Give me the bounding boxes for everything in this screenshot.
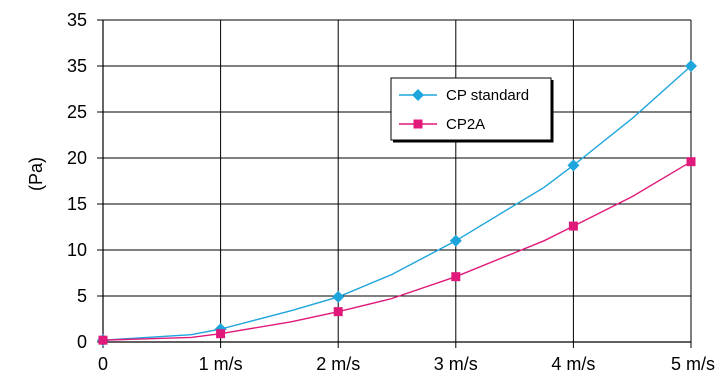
series-line xyxy=(102,65,692,341)
y-tick-label: 0 xyxy=(77,332,87,352)
x-tick-labels: 0 1 m/s 2 m/s 3 m/s 4 m/s 5 m/s xyxy=(98,354,715,374)
legend-marker xyxy=(412,89,424,101)
x-tick-label: 0 xyxy=(98,354,108,374)
y-axis-label: (Pa) xyxy=(26,157,46,191)
legend: CP standard CP2A xyxy=(390,77,554,143)
data-point xyxy=(332,290,345,303)
legend-entry: CP standard xyxy=(399,87,529,104)
data-point xyxy=(686,157,696,167)
x-tick-label: 3 m/s xyxy=(434,354,478,374)
y-tick-label: 15 xyxy=(67,194,87,214)
legend-marker xyxy=(413,119,423,129)
x-tick-label: 4 m/s xyxy=(551,354,595,374)
series-line xyxy=(102,161,692,341)
y-tick-label: 20 xyxy=(67,148,87,168)
data-point xyxy=(98,335,108,345)
legend-label: CP2A xyxy=(446,116,485,133)
data-point xyxy=(216,329,226,339)
data-point xyxy=(685,60,697,72)
y-tick-labels: 0 5 10 15 20 25 35 35 xyxy=(67,10,87,352)
x-tick-label: 1 m/s xyxy=(199,354,243,374)
y-tick-label: 25 xyxy=(67,102,87,122)
data-point xyxy=(567,159,580,172)
x-tick-label: 5 m/s xyxy=(671,354,715,374)
y-tick-label: 35 xyxy=(67,10,87,30)
legend-box xyxy=(390,77,552,141)
series xyxy=(97,60,697,347)
x-tick-label: 2 m/s xyxy=(316,354,360,374)
axes xyxy=(97,19,692,348)
legend-label: CP standard xyxy=(446,87,529,104)
y-tick-label: 5 xyxy=(77,286,87,306)
data-point xyxy=(449,234,462,247)
legend-entry: CP2A xyxy=(399,116,485,133)
y-tick-label: 35 xyxy=(67,56,87,76)
y-tick-label: 10 xyxy=(67,240,87,260)
grid xyxy=(103,19,692,342)
data-point xyxy=(333,307,343,317)
data-point xyxy=(568,221,578,231)
data-point xyxy=(451,272,461,282)
series-cp2a xyxy=(98,157,696,345)
